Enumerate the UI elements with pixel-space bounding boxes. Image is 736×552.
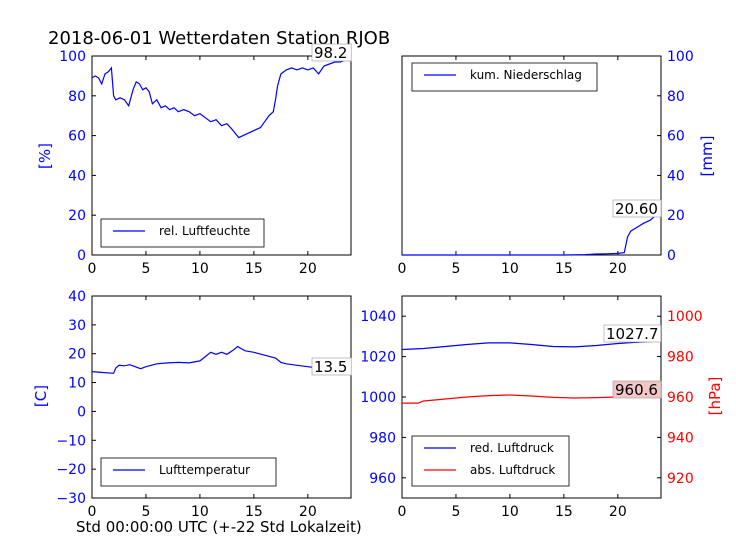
- y-tick-label: 1000: [667, 309, 703, 325]
- y-tick-label: −30: [56, 491, 86, 507]
- y-tick-label: 40: [667, 168, 685, 184]
- y-tick-label: 60: [667, 129, 685, 145]
- x-tick-label: 15: [245, 504, 263, 520]
- annotation-label: 960.6: [615, 381, 658, 399]
- x-tick-label: 10: [191, 261, 209, 277]
- x-tick-label: 15: [245, 261, 263, 277]
- y-tick-label: 1020: [360, 350, 396, 366]
- y-tick-label: 920: [667, 471, 694, 487]
- annotation-box: [603, 324, 662, 343]
- legend-label: rel. Luftfeuchte: [159, 224, 250, 238]
- precipitation-line: [402, 213, 662, 256]
- y-tick-label: 980: [667, 350, 694, 366]
- plot-frame: [91, 55, 352, 256]
- y-tick-label: 40: [68, 289, 86, 305]
- y-tick-label: 960: [667, 390, 694, 406]
- y-tick-label: −20: [56, 462, 86, 478]
- precipitation-panel: 0 5 10 15 20 0 20 40 60 80 100 [mm] kum. Niederschla…: [398, 49, 716, 277]
- annotation-box: [612, 199, 662, 218]
- x-axis-label: Std 00:00:00 UTC (+-22 Std Lokalzeit): [76, 518, 362, 536]
- x-tick-label: 10: [501, 261, 519, 277]
- y-tick-label: 100: [59, 49, 86, 65]
- y-tick-label: 20: [68, 208, 86, 224]
- legend-label: kum. Niederschlag: [470, 68, 582, 82]
- figure-title: 2018-06-01 Wetterdaten Station RJOB: [48, 28, 390, 49]
- y-tick-label: 10: [68, 376, 86, 392]
- y-tick-label: 0: [77, 404, 86, 420]
- x-tick-label: 0: [398, 261, 407, 277]
- x-tick-label: 20: [299, 504, 317, 520]
- legend-box: [100, 457, 277, 487]
- legend-label: abs. Luftdruck: [470, 463, 555, 477]
- y-tick-label: 80: [68, 89, 86, 105]
- x-tick-label: 5: [451, 504, 460, 520]
- temperature-line: [91, 345, 352, 374]
- annotation-label: 20.60: [615, 200, 658, 218]
- y-tick-label: 0: [667, 248, 676, 264]
- x-tick-label: 10: [191, 504, 209, 520]
- y-tick-label: 20: [68, 347, 86, 363]
- legend-label: red. Luftdruck: [470, 441, 554, 455]
- annotation-label: 98.2: [314, 44, 347, 62]
- legend-box: [411, 435, 570, 487]
- x-tick-label: 0: [398, 504, 407, 520]
- x-tick-label: 10: [501, 504, 519, 520]
- y-tick-label: 0: [77, 248, 86, 264]
- y-tick-label: 100: [667, 49, 694, 65]
- reduced-pressure-line: [401, 340, 662, 351]
- plot-frame: [91, 295, 352, 499]
- x-tick-label: 5: [451, 261, 460, 277]
- x-tick-label: 20: [299, 261, 317, 277]
- x-tick-label: 5: [141, 504, 150, 520]
- annotation-label: 13.5: [314, 358, 347, 376]
- y-tick-label: 80: [667, 89, 685, 105]
- y-tick-label: 40: [68, 168, 86, 184]
- x-tick-label: 0: [88, 504, 97, 520]
- y-axis-label: [mm]: [698, 136, 716, 177]
- annotation-label: 1027.7: [606, 325, 659, 343]
- y-tick-label: 30: [68, 318, 86, 334]
- y-tick-label: 20: [667, 208, 685, 224]
- y-tick-label: 1000: [360, 390, 396, 406]
- y-axis-label: [C]: [32, 385, 50, 407]
- x-tick-label: 20: [609, 261, 627, 277]
- legend-label: Lufttemperatur: [159, 463, 250, 477]
- legend-box: [100, 218, 265, 248]
- x-tick-label: 20: [609, 504, 627, 520]
- y-tick-label: 940: [667, 430, 694, 446]
- y-axis-label: [%]: [36, 143, 54, 169]
- annotation-box: [311, 43, 352, 62]
- y-tick-label: 960: [369, 471, 396, 487]
- pressure-panel: 0 5 10 15 20 960 980 1000 1020 1040 920 940 960 980 10…: [360, 295, 724, 520]
- temperature-panel: 0 5 10 15 20 −30 −20 −10 0 10 20 30 40 [C] Lufttempera…: [32, 289, 352, 520]
- annotation-box: [612, 380, 662, 399]
- y-axis-label-right: [hPa]: [706, 377, 724, 416]
- annotation-box: [311, 357, 352, 376]
- x-tick-label: 5: [141, 261, 150, 277]
- y-tick-label: 1040: [360, 309, 396, 325]
- x-tick-label: 15: [555, 504, 573, 520]
- y-tick-label: −10: [56, 433, 86, 449]
- y-tick-label: 60: [68, 129, 86, 145]
- x-tick-label: 15: [555, 261, 573, 277]
- y-tick-label: 980: [369, 430, 396, 446]
- x-tick-label: 0: [88, 261, 97, 277]
- humidity-line: [91, 59, 352, 139]
- humidity-panel: 0 5 10 15 20 0 20 40 60 80 100 [%] rel. Luftfeuchte 9…: [36, 43, 352, 277]
- legend-box: [411, 62, 598, 92]
